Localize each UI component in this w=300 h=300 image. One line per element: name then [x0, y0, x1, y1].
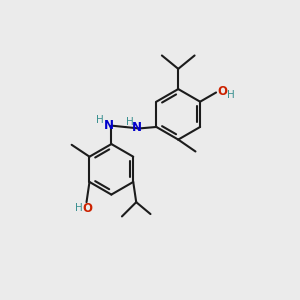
Text: H: H [227, 91, 235, 100]
Text: H: H [126, 117, 134, 127]
Text: H: H [96, 115, 104, 125]
Text: O: O [217, 85, 227, 98]
Text: N: N [103, 118, 113, 131]
Text: H: H [75, 203, 83, 213]
Text: N: N [132, 121, 142, 134]
Text: O: O [83, 202, 93, 214]
